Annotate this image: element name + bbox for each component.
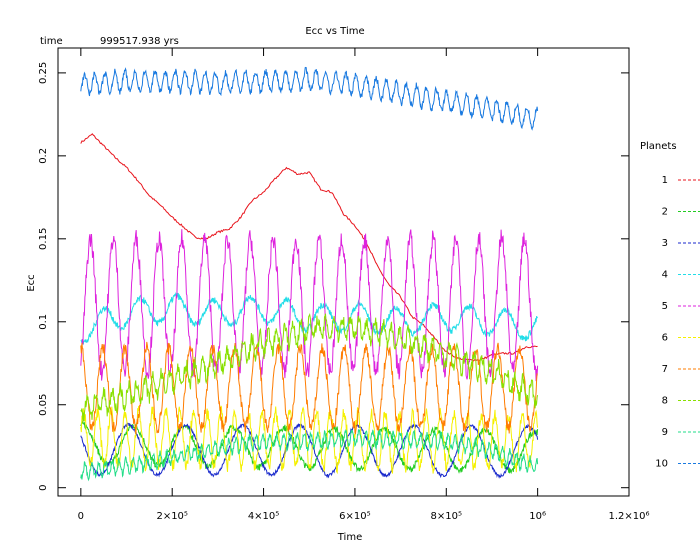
legend-label: 3 [662, 238, 668, 249]
legend-label: 8 [662, 396, 668, 407]
time-label: time [40, 36, 63, 47]
legend-label: 7 [662, 364, 668, 375]
series-line-planet-4 [80, 292, 539, 346]
y-tick-label: 0 [38, 485, 49, 491]
series-line-planet-8 [80, 312, 539, 423]
y-tick-label: 0.2 [38, 148, 49, 164]
y-tick-label: 0.15 [38, 228, 49, 250]
axis-ticks: 0 2×10⁵ 4×10⁵ 6×10⁵ 8×10⁵ 10⁶ 1.2×10⁶ 0 0.05 0.1 0… [38, 48, 650, 522]
legend: Planets 1 2 3 4 5 6 7 8 9 10 [640, 141, 700, 470]
y-tick-label: 0.1 [38, 314, 49, 330]
x-tick-label: 1.2×10⁶ [608, 511, 649, 522]
y-tick-label: 0.25 [38, 62, 49, 84]
series-line-planet-3 [80, 422, 539, 479]
legend-label: 1 [662, 175, 668, 186]
x-tick-label: 10⁶ [529, 511, 546, 522]
y-axis-label: Ecc [26, 274, 37, 291]
x-tick-label: 8×10⁵ [431, 511, 462, 522]
legend-label: 10 [655, 459, 668, 470]
y-tick-label: 0.05 [38, 394, 49, 416]
x-tick-label: 4×10⁵ [248, 511, 279, 522]
x-axis-label: Time [337, 532, 362, 543]
plot-frame [57, 47, 630, 497]
series-lines [80, 66, 539, 482]
series-line-planet-9 [80, 428, 539, 482]
x-tick-label: 6×10⁵ [339, 511, 370, 522]
x-tick-label: 2×10⁵ [156, 511, 187, 522]
chart-title: Ecc vs Time [305, 26, 364, 37]
legend-label: 4 [662, 270, 668, 281]
series-line-planet-1 [80, 133, 538, 362]
legend-label: 6 [662, 333, 668, 344]
legend-label: 5 [662, 301, 668, 312]
legend-label: 2 [662, 207, 668, 218]
legend-label: 9 [662, 427, 668, 438]
series-line-planet-7 [80, 341, 538, 435]
series-line-planet-6 [80, 405, 539, 475]
x-tick-label: 0 [78, 511, 84, 522]
series-line-planet-5 [80, 229, 539, 382]
time-value: 999517.938 yrs [100, 36, 179, 47]
legend-title: Planets [640, 141, 677, 152]
series-line-planet-10 [80, 66, 539, 131]
